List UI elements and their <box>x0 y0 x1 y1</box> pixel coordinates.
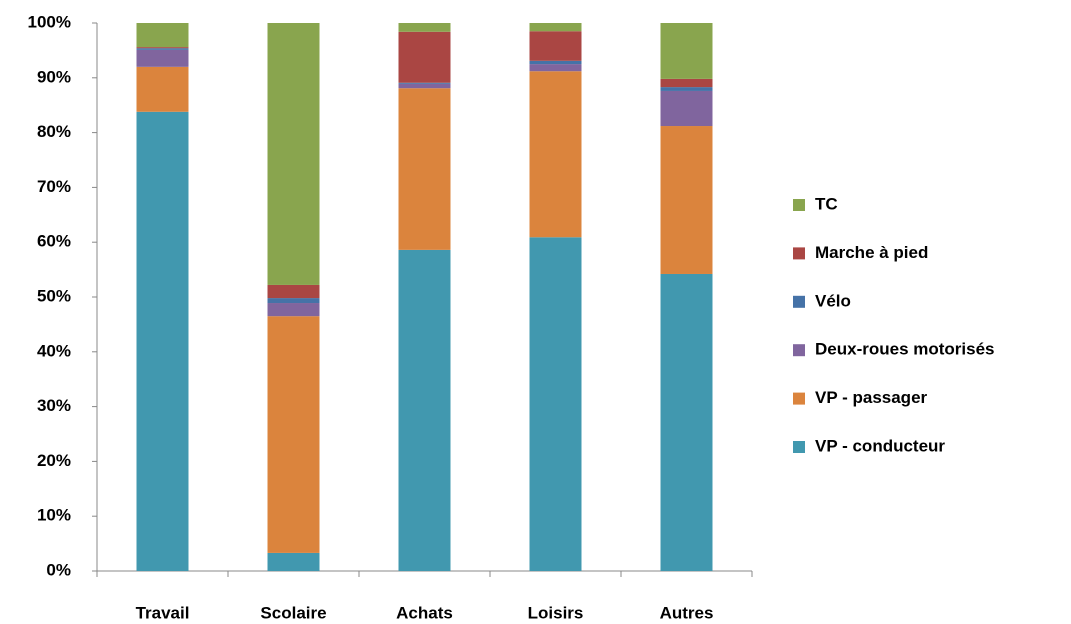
legend-swatch <box>793 441 805 453</box>
y-tick-label: 80% <box>37 122 71 141</box>
bar-segment <box>398 82 451 84</box>
legend-label: Marche à pied <box>815 243 928 262</box>
bar-segment <box>267 298 320 304</box>
legend-label: VP - conducteur <box>815 436 945 455</box>
bar-segment <box>660 78 713 88</box>
bar-segment <box>529 71 582 238</box>
y-tick-label: 0% <box>46 560 71 579</box>
bar-segment <box>529 64 582 72</box>
legend-swatch <box>793 344 805 357</box>
x-tick-label: Autres <box>660 603 714 622</box>
bar-segment <box>267 284 320 299</box>
bar-segment <box>398 249 451 571</box>
bar-segment <box>529 31 582 61</box>
legend-label: Deux-roues motorisés <box>815 340 995 359</box>
bar-segment <box>398 23 451 32</box>
bar-segment <box>529 60 582 65</box>
legend-label: Vélo <box>815 291 851 310</box>
y-tick-label: 90% <box>37 67 71 86</box>
y-tick-label: 60% <box>37 232 71 251</box>
bar-segment <box>136 48 189 50</box>
y-tick-label: 10% <box>37 506 71 525</box>
x-tick-label: Loisirs <box>528 603 584 622</box>
legend-swatch <box>793 295 805 308</box>
x-tick-label: Achats <box>396 603 453 622</box>
legend-label: TC <box>815 194 838 213</box>
bar-segment <box>267 303 320 317</box>
bar-segment <box>660 23 713 79</box>
bar-segment <box>267 552 320 571</box>
bar-segment <box>398 83 451 89</box>
bar-segment <box>267 316 320 553</box>
bar-segment <box>136 66 189 112</box>
bar-segment <box>267 23 320 285</box>
bar-segment <box>529 237 582 571</box>
legend-swatch <box>793 199 805 211</box>
x-tick-label: Scolaire <box>260 603 326 622</box>
y-tick-label: 70% <box>37 177 71 196</box>
legend-label: VP - passager <box>815 388 928 407</box>
legend-swatch <box>793 247 805 260</box>
bar-segment <box>398 31 451 83</box>
bar-segment <box>660 273 713 571</box>
bar-segment <box>136 49 189 67</box>
x-tick-label: Travail <box>136 603 190 622</box>
bar-segment <box>660 90 713 127</box>
y-tick-label: 40% <box>37 341 71 360</box>
y-tick-label: 20% <box>37 451 71 470</box>
y-tick-label: 100% <box>28 12 71 31</box>
y-tick-label: 30% <box>37 396 71 415</box>
bar-segment <box>660 87 713 91</box>
bar-segment <box>529 23 582 32</box>
bar-segment <box>136 111 189 571</box>
bar-segment <box>398 88 451 250</box>
bar-segment <box>136 23 189 48</box>
y-tick-label: 50% <box>37 286 71 305</box>
bar-segment <box>660 126 713 274</box>
bar-segment <box>136 47 189 49</box>
legend-swatch <box>793 392 805 405</box>
